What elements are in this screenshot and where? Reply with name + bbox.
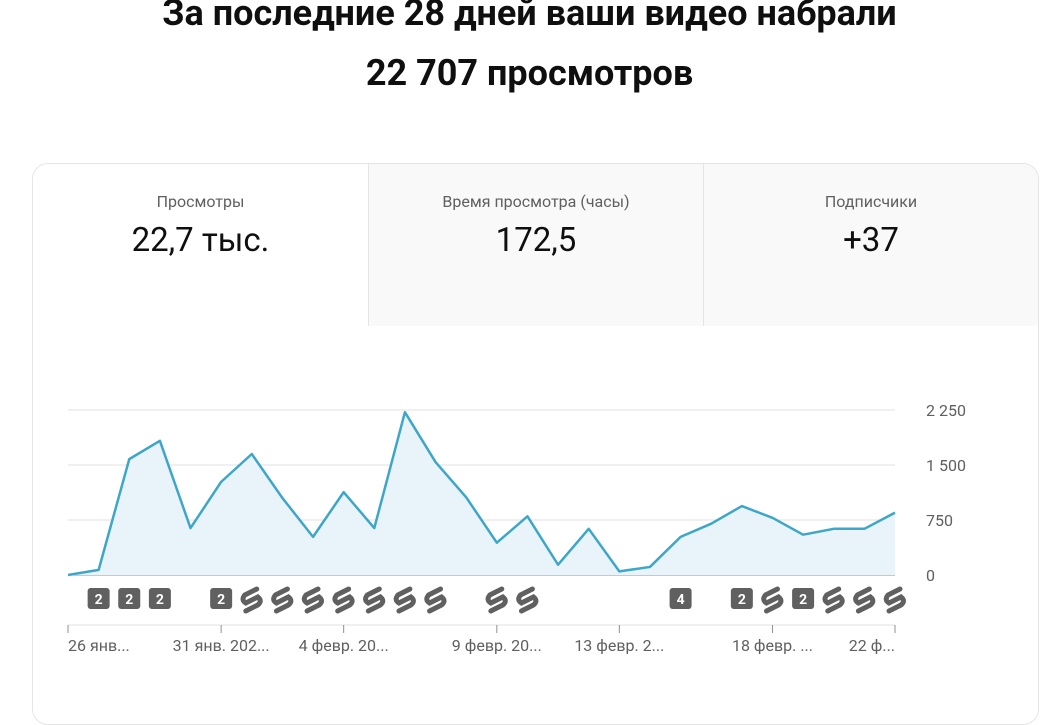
video-badge-label: 2 xyxy=(738,592,746,608)
tab-label: Время просмотра (часы) xyxy=(442,192,630,211)
shorts-icon xyxy=(332,586,355,614)
shorts-icon xyxy=(883,586,906,614)
video-badge xyxy=(118,588,141,609)
chart: 0 750 1 500 2 250 2 2 2 2 4 2 2 26 янв... 31 янв. 20… xyxy=(67,401,966,655)
line xyxy=(67,410,896,577)
x-tick-label: 18 февр. ... xyxy=(732,636,813,655)
video-badge xyxy=(148,588,171,609)
tab-value: +37 xyxy=(843,221,899,260)
shorts-icon xyxy=(393,586,416,614)
video-badge xyxy=(87,588,110,609)
x-tick-label: 22 ф... xyxy=(849,636,895,655)
area xyxy=(68,412,895,575)
shorts-icon xyxy=(240,586,263,614)
y-tick-label: 750 xyxy=(926,511,953,530)
y-tick-label: 0 xyxy=(926,566,935,585)
tab-value: 172,5 xyxy=(495,221,577,260)
video-badge-label: 2 xyxy=(125,592,133,608)
y-tick-label: 1 500 xyxy=(926,456,966,475)
video-badge-label: 2 xyxy=(156,592,164,608)
analytics-card: Просмотры 22,7 тыс. Время просмотра (часы… xyxy=(32,163,1039,725)
shorts-icon xyxy=(516,586,539,614)
x-tick-label: 31 янв. 202... xyxy=(173,636,270,655)
shorts-icon xyxy=(853,586,876,614)
x-tick-label: 13 февр. 2... xyxy=(574,636,664,655)
tab-label: Подписчики xyxy=(824,192,918,211)
shorts-icon xyxy=(822,586,845,614)
page: За последние 28 дней ваши видео набрали … xyxy=(32,0,1039,725)
tab[interactable]: Подписчики +37 xyxy=(703,164,1038,326)
video-badge xyxy=(730,588,753,609)
video-badge-label: 4 xyxy=(677,592,685,608)
video-badge-label: 2 xyxy=(799,592,807,608)
shorts-icon xyxy=(485,586,508,614)
video-badge xyxy=(669,588,692,609)
y-tick-label: 2 250 xyxy=(926,401,966,420)
shorts-icon xyxy=(424,586,447,614)
tab-value: 22,7 тыс. xyxy=(131,221,270,260)
tab[interactable]: Просмотры 22,7 тыс. xyxy=(33,164,368,326)
tab-label: Просмотры xyxy=(156,192,245,211)
video-badge-label: 2 xyxy=(217,592,225,608)
title: 22 707 просмотров xyxy=(365,52,694,94)
video-badge-label: 2 xyxy=(95,592,103,608)
shorts-icon xyxy=(761,586,784,614)
title: За последние 28 дней ваши видео набрали xyxy=(162,0,897,34)
video-badge xyxy=(210,588,233,609)
shorts-icon xyxy=(301,586,325,614)
x-tick-label: 26 янв... xyxy=(68,636,130,655)
x-tick-label: 4 февр. 20... xyxy=(299,636,389,655)
video-badge xyxy=(792,588,815,609)
tab[interactable]: Время просмотра (часы) 172,5 xyxy=(368,164,703,326)
x-tick-label: 9 февр. 20... xyxy=(452,636,542,655)
shorts-icon xyxy=(271,586,294,614)
shorts-icon xyxy=(363,586,386,614)
